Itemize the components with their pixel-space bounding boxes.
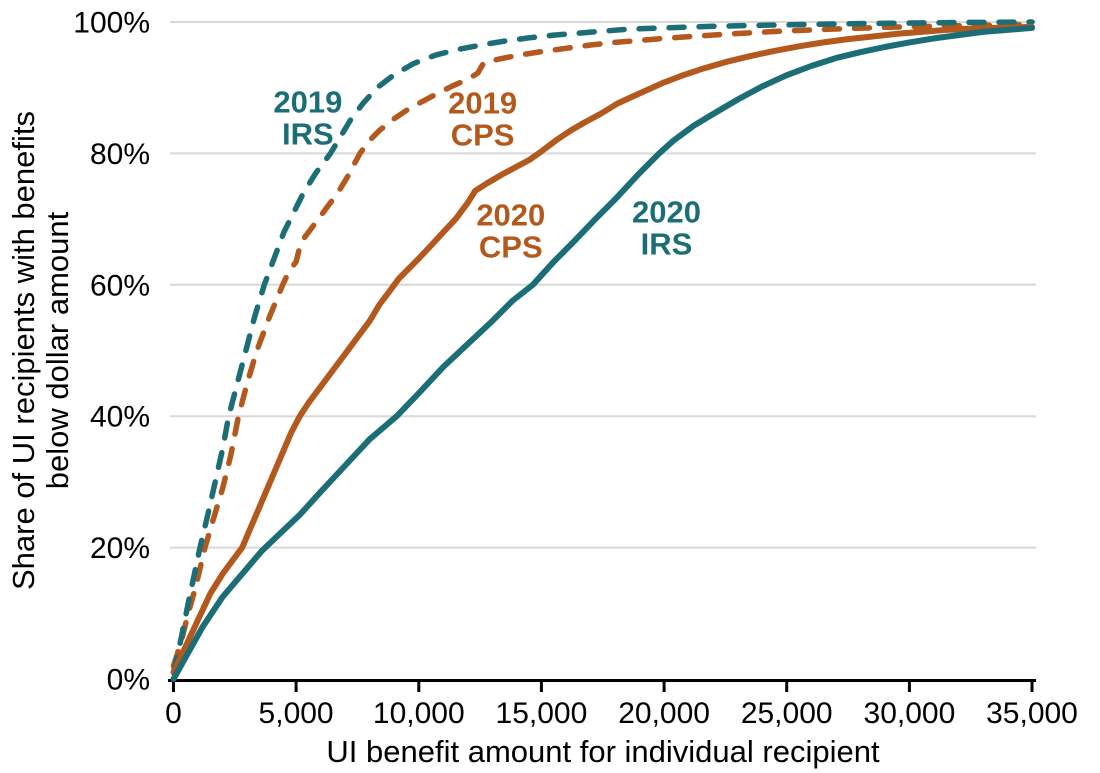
series-label-2019-cps: CPS: [451, 118, 515, 153]
y-tick-label: 0%: [107, 664, 150, 697]
series-2020-irs-line: [170, 24, 1035, 682]
y-tick-label: 100%: [73, 7, 150, 40]
series-2020-cps-line: [170, 23, 1035, 676]
series-2019-irs-line: [170, 19, 1035, 676]
x-tick-label: 15,000: [496, 697, 588, 730]
y-tick-label: 20%: [90, 532, 150, 565]
series-label-2019-irs: 2019: [273, 84, 342, 119]
x-tick-label: 35,000: [986, 697, 1078, 730]
series-label-2019-cps: 2019: [448, 86, 517, 121]
x-tick-label: 25,000: [741, 697, 833, 730]
series-label-2020-irs: IRS: [641, 227, 693, 262]
x-tick-label: 0: [165, 697, 182, 730]
y-axis-title-line2: below dollar amount: [40, 211, 75, 489]
series-label-2020-irs: 2020: [632, 195, 701, 230]
series-label-2020-cps: 2020: [476, 197, 545, 232]
x-tick-label: 20,000: [618, 697, 710, 730]
y-axis-title-line1: Share of UI recipients with benefits: [6, 111, 41, 590]
x-tick-label: 10,000: [373, 697, 465, 730]
series-2019-cps-line: [170, 21, 1035, 669]
y-tick-label: 80%: [90, 138, 150, 171]
x-axis-title: UI benefit amount for individual recipie…: [326, 734, 880, 769]
y-tick-label: 40%: [90, 401, 150, 434]
x-tick-label: 5,000: [259, 697, 334, 730]
x-tick-label: 30,000: [864, 697, 956, 730]
y-tick-label: 60%: [90, 269, 150, 302]
series-label-2020-cps: CPS: [479, 229, 543, 264]
series-label-2019-irs: IRS: [282, 116, 334, 151]
